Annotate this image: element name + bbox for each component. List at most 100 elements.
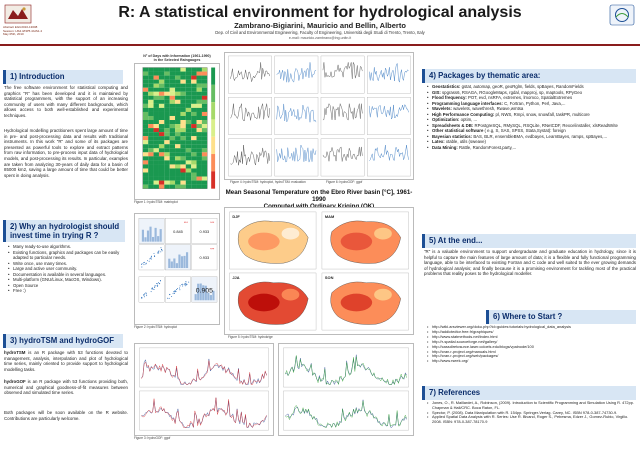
scatter-point bbox=[156, 282, 158, 284]
heatmap-cell bbox=[175, 71, 181, 76]
heatmap-cell bbox=[148, 148, 154, 153]
scatter-point bbox=[157, 251, 159, 253]
heatmap-cell bbox=[158, 107, 165, 112]
heatmap-cell bbox=[196, 95, 202, 100]
hydrogof-paragraph: hydroGOF is an R package with 53 functio… bbox=[4, 379, 128, 396]
heatmap-cell bbox=[175, 184, 181, 189]
heatmap-cell bbox=[185, 91, 192, 96]
histogram-bar bbox=[146, 230, 150, 242]
matrix-cell bbox=[165, 218, 191, 244]
heatmap-cell bbox=[185, 148, 192, 153]
figure-2-caption: Figure 2: hydroTSM: hydroplot bbox=[134, 325, 178, 329]
heatmap-cell bbox=[148, 107, 154, 112]
heatmap-cell bbox=[175, 160, 181, 165]
heatmap-cell bbox=[185, 120, 192, 125]
university-logo bbox=[4, 4, 32, 24]
heatmap-cell bbox=[164, 148, 170, 153]
heatmap-cell bbox=[148, 115, 154, 121]
heatmap-cell bbox=[142, 115, 149, 121]
heatmap-cell bbox=[142, 95, 149, 100]
heatmap-cell bbox=[175, 152, 181, 157]
heatmap-cell bbox=[164, 91, 170, 96]
heatmap-cell bbox=[153, 144, 159, 149]
link-item[interactable]: http://addictedtor.free.fr/graphiques/ bbox=[427, 329, 635, 335]
heatmap-cell bbox=[201, 75, 208, 80]
heatmap-cell bbox=[164, 132, 170, 137]
link-item[interactable]: http://cran.r-project.org/web/packages/ bbox=[427, 354, 635, 360]
section-title-references: 7) References bbox=[422, 386, 636, 400]
temperature-zone bbox=[374, 288, 392, 301]
figure-5-caption: Figure 5: hydroTSM: hydrokrige bbox=[228, 335, 273, 339]
heatmap-cell bbox=[142, 75, 149, 80]
heatmap-cell bbox=[191, 168, 197, 173]
package-names: spgrass6, RSAGA, RGoogleMaps, rgdal, map… bbox=[440, 89, 582, 95]
package-category: Other statistical software bbox=[432, 128, 484, 133]
scatter-point bbox=[182, 285, 184, 287]
heatmap-cell bbox=[191, 67, 197, 72]
package-names: Rattle, RandomForest,party,... bbox=[457, 144, 517, 150]
package-names: C, Fortran, Python, Perl, Java,... bbox=[502, 100, 566, 106]
scatter-point bbox=[185, 281, 187, 283]
heatmap-cell bbox=[196, 111, 202, 117]
histogram-bar bbox=[194, 294, 197, 301]
heatmap-cell bbox=[196, 83, 202, 88]
scatter-point bbox=[142, 294, 144, 296]
heatmap-cell bbox=[191, 148, 197, 153]
heatmap-cell bbox=[180, 124, 186, 129]
link-item[interactable]: http://cassdiretosurce.laser.coloels.edu… bbox=[427, 344, 635, 350]
heatmap-cell bbox=[185, 79, 192, 84]
link-item[interactable]: http://www.rseek.org/ bbox=[427, 358, 635, 364]
scatter-point bbox=[159, 280, 161, 282]
heatmap-cell bbox=[180, 168, 186, 173]
heatmap-cell bbox=[164, 99, 170, 104]
heatmap-cell bbox=[175, 128, 181, 133]
package-category: Programming language interfaces: bbox=[432, 100, 503, 106]
link-item[interactable]: http://www.statmethods.net/index.html bbox=[427, 334, 635, 340]
heatmap-cell bbox=[191, 172, 197, 177]
heatmap-cell bbox=[185, 103, 192, 108]
heatmap-cell bbox=[180, 128, 186, 133]
heatmap-cell bbox=[185, 144, 192, 149]
heatmap-cell bbox=[201, 67, 208, 72]
heatmap-cell bbox=[196, 156, 202, 161]
heatmap-cell bbox=[153, 124, 159, 129]
scatter-point bbox=[141, 266, 143, 268]
list-item: Free :) bbox=[8, 288, 126, 294]
why-list: Many ready-to-use algorithms. Existing f… bbox=[8, 244, 126, 294]
matrix-cell bbox=[191, 244, 218, 271]
heatmap-cell bbox=[175, 91, 181, 96]
heatmap-cell bbox=[164, 115, 170, 121]
correlation-value: 0.845 bbox=[173, 229, 183, 234]
heatmap-cell bbox=[164, 120, 170, 125]
heatmap-cell bbox=[196, 71, 202, 76]
heatmap-cell bbox=[201, 132, 208, 137]
heatmap-cell bbox=[148, 144, 154, 149]
kriging-maps-figure: DJF MAM JJA SON bbox=[224, 207, 414, 335]
heatmap-cell bbox=[158, 144, 165, 149]
colorbar-step bbox=[211, 102, 216, 120]
reference-item: Spector, P. (2008). Data Manipulation wi… bbox=[427, 410, 635, 416]
scatter-point bbox=[143, 294, 145, 296]
conference-note: Abstract EGU2010-13008 Session: HS4.3/NP… bbox=[3, 25, 43, 37]
link-item[interactable]: http://wiki.arsviewer.org/doku.php?id=gu… bbox=[427, 324, 635, 330]
package-category: High Performance Computing: bbox=[432, 111, 495, 117]
heatmap-cell bbox=[169, 144, 176, 149]
heatmap-cell bbox=[142, 120, 149, 125]
scatter-point bbox=[153, 253, 155, 255]
heatmap-cell bbox=[175, 95, 181, 100]
link-item[interactable]: http://r-spatial.sourceforge.net/gallery… bbox=[427, 339, 635, 345]
histogram-bar bbox=[185, 252, 189, 269]
colorbar-step bbox=[211, 67, 216, 85]
heatmap-cell bbox=[169, 168, 176, 173]
heatmap-cell bbox=[191, 95, 197, 100]
heatmap-cell bbox=[153, 91, 159, 96]
heatmap-cell bbox=[158, 136, 165, 141]
list-item: Open Source bbox=[8, 283, 126, 289]
heatmap-cell bbox=[158, 168, 165, 173]
link-item[interactable]: http://cran.r-project.org/manuals.html bbox=[427, 349, 635, 355]
plot-panel bbox=[274, 97, 319, 135]
histogram-bar bbox=[197, 283, 200, 301]
scatter-point bbox=[168, 297, 170, 299]
heatmap-cell bbox=[148, 71, 154, 76]
package-category: Bayesian statistics: bbox=[432, 133, 473, 139]
